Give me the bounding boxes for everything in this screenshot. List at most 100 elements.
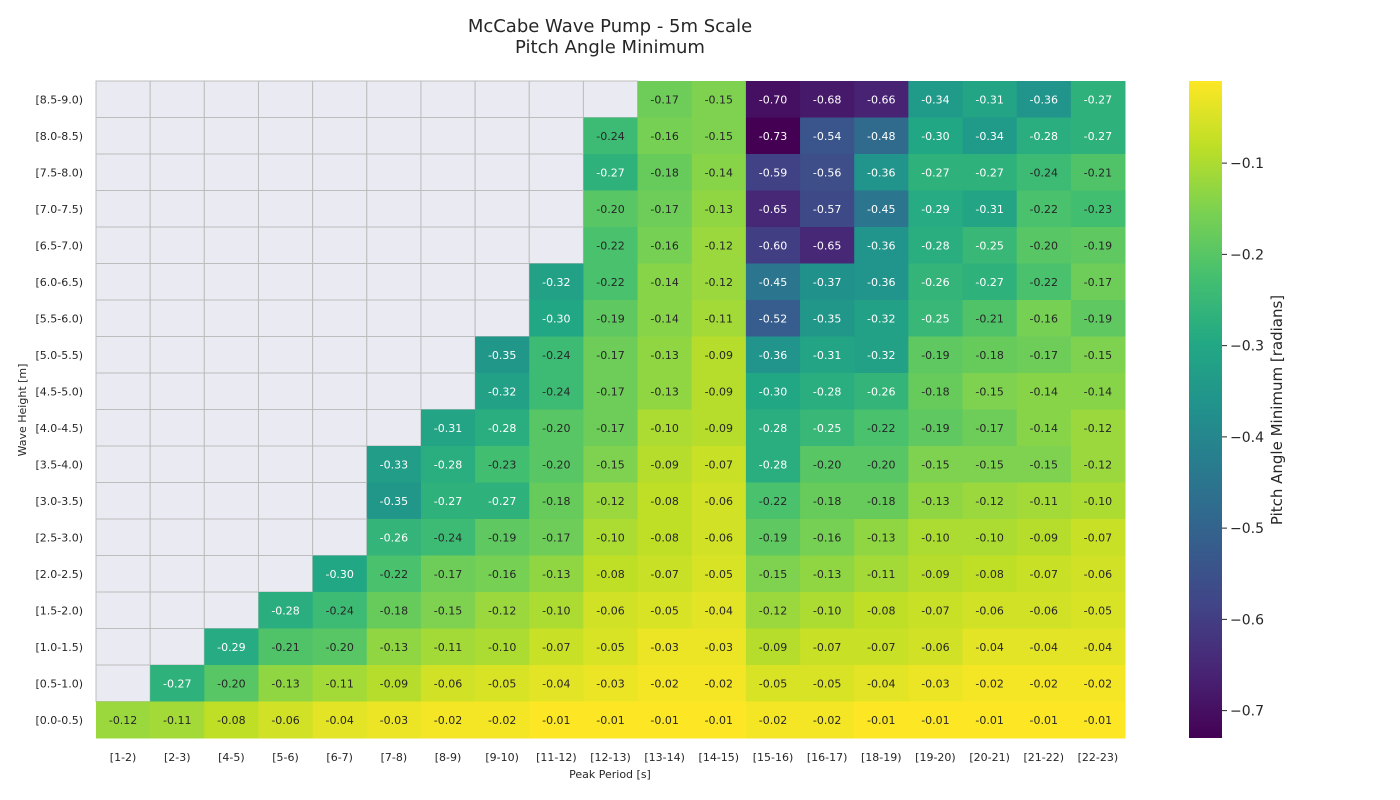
heatmap-cell (529, 336, 584, 374)
heatmap-cell (800, 409, 855, 447)
cell-value-label: -0.65 (759, 203, 787, 216)
empty-cell (257, 518, 314, 556)
cell-value-label: -0.01 (650, 714, 678, 727)
heatmap-cell (1070, 190, 1126, 228)
heatmap-cell (745, 190, 801, 228)
cell-value-label: -0.57 (813, 203, 841, 216)
cell-value-label: -0.20 (542, 458, 570, 471)
x-axis-label: Peak Period [s] (569, 768, 651, 781)
heatmap-cell (745, 373, 801, 410)
heatmap-cell (637, 701, 693, 739)
x-tick-labels: [1-2) [2-3) [4-5) [5-6) [6-7) [7-8) [8-9) [9-10… (110, 751, 1118, 764)
cell-value-label: -0.60 (759, 239, 787, 252)
empty-cell (149, 299, 205, 337)
cell-value-label: -0.06 (921, 641, 949, 654)
heatmap-cell (1070, 373, 1126, 410)
heatmap-cell (854, 336, 909, 374)
cell-value-label: -0.18 (813, 495, 841, 508)
cell-value-label: -0.12 (596, 495, 624, 508)
cell-value-label: -0.06 (596, 604, 624, 617)
heatmap-cell (258, 665, 314, 702)
cell-value-label: -0.06 (271, 714, 299, 727)
heatmap-cell (691, 300, 747, 337)
cell-value-label: -0.15 (705, 130, 733, 143)
heatmap-cell (637, 409, 693, 447)
chart-title-line-1: McCabe Wave Pump - 5m Scale (468, 16, 752, 37)
cell-value-label: -0.65 (813, 239, 841, 252)
x-tick-label: [11-12) (536, 751, 577, 764)
empty-cell (203, 153, 259, 191)
heatmap-cell (529, 373, 584, 410)
heatmap-cell (637, 519, 693, 556)
cell-value-label: -0.27 (596, 166, 624, 179)
cell-value-label: -0.01 (542, 714, 570, 727)
cell-value-label: -0.18 (921, 385, 949, 398)
heatmap-cell (854, 519, 909, 556)
heatmap-cell (1016, 446, 1072, 483)
cell-value-label: -0.12 (975, 495, 1003, 508)
cell-value-label: -0.28 (434, 458, 462, 471)
heatmap-cell (637, 154, 693, 191)
heatmap-cell (908, 117, 964, 155)
cell-value-label: -0.05 (650, 604, 678, 617)
cell-value-label: -0.31 (975, 203, 1003, 216)
heatmap-cell (800, 628, 855, 666)
heatmap-cell (691, 154, 747, 191)
empty-cell (149, 80, 205, 118)
cell-value-label: -0.15 (596, 458, 624, 471)
cell-value-label: -0.07 (813, 641, 841, 654)
cell-value-label: -0.11 (434, 641, 462, 654)
cell-value-label: -0.08 (596, 568, 624, 581)
cell-value-label: -0.32 (542, 276, 570, 289)
heatmap-cell (1070, 336, 1126, 374)
heatmap-cell (691, 555, 747, 593)
cell-value-label: -0.11 (163, 714, 191, 727)
heatmap-cell (475, 373, 530, 410)
cell-value-label: -0.23 (1084, 203, 1112, 216)
cell-value-label: -0.27 (1084, 93, 1112, 106)
cell-value-label: -0.04 (1084, 641, 1112, 654)
heatmap-cell (1016, 628, 1072, 666)
cell-value-label: -0.15 (975, 458, 1003, 471)
empty-cell (257, 336, 314, 374)
cell-value-label: -0.22 (759, 495, 787, 508)
empty-cell (312, 445, 368, 483)
heatmap-cell (1070, 665, 1126, 702)
empty-cell (474, 299, 530, 337)
heatmap-cell (691, 227, 747, 264)
heatmap-cell (529, 628, 584, 666)
heatmap-cell (962, 336, 1018, 374)
cell-value-label: -0.24 (1030, 166, 1058, 179)
x-tick-label: [2-3) (164, 751, 191, 764)
cell-value-label: -0.27 (1084, 130, 1112, 143)
heatmap-cell (800, 81, 855, 118)
empty-cell (203, 482, 259, 520)
empty-cell (366, 190, 422, 228)
cell-value-label: -0.54 (813, 130, 841, 143)
heatmap-cell (583, 665, 639, 702)
heatmap-cell (475, 628, 530, 666)
cell-value-label: -0.32 (867, 349, 895, 362)
heatmap-cell (312, 555, 368, 593)
cell-value-label: -0.02 (434, 714, 462, 727)
heatmap-cell (854, 482, 909, 520)
cell-value-label: -0.11 (705, 312, 733, 325)
cell-value-label: -0.16 (650, 239, 678, 252)
empty-cell (474, 117, 530, 155)
y-tick-label: [3.0-3.5) (35, 495, 83, 508)
empty-cell (420, 80, 476, 118)
empty-cell (257, 372, 314, 410)
heatmap-cell (800, 592, 855, 629)
cell-value-label: -0.31 (813, 349, 841, 362)
cell-value-label: -0.14 (650, 276, 678, 289)
empty-cell (95, 409, 151, 447)
heatmap-cell (1070, 555, 1126, 593)
cell-value-label: -0.20 (325, 641, 353, 654)
cell-value-label: -0.20 (813, 458, 841, 471)
cell-value-label: -0.12 (705, 239, 733, 252)
cell-value-label: -0.04 (867, 677, 895, 690)
heatmap-cell (637, 300, 693, 337)
heatmap-cell (854, 555, 909, 593)
heatmap-cell (854, 300, 909, 337)
empty-cell (149, 153, 205, 191)
